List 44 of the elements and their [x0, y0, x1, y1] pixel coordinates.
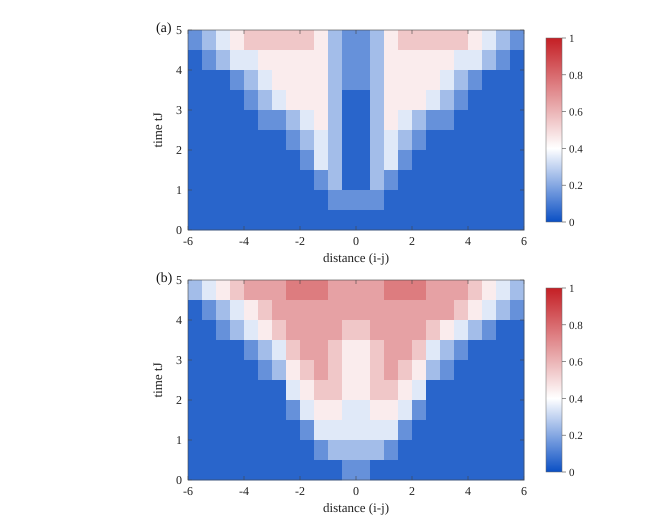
- x-tick-label: 4: [465, 234, 471, 248]
- y-tick-label: 4: [176, 313, 182, 327]
- color-bar-label: 0.2: [569, 430, 583, 442]
- x-tick-label: 2: [409, 484, 415, 498]
- y-tick-label: 5: [176, 273, 182, 287]
- color-bar-label: 0.2: [569, 180, 583, 192]
- x-tick-label: -2: [295, 234, 305, 248]
- color-bar-label: 1: [569, 33, 574, 45]
- y-axis-title: time tJ: [150, 362, 165, 398]
- y-tick-label: 4: [176, 63, 182, 77]
- color-bar-label: 1: [569, 283, 574, 295]
- y-tick-label: 3: [176, 103, 182, 117]
- x-tick-label: 0: [353, 234, 359, 248]
- chart-title: (b): [156, 271, 173, 286]
- x-tick-label: 6: [521, 484, 527, 498]
- y-tick-label: 1: [176, 433, 182, 447]
- color-bar-label: 0.4: [569, 393, 584, 406]
- y-tick-label: 2: [176, 143, 182, 157]
- x-tick-label: -6: [183, 484, 193, 498]
- color-bar-label: 0.6: [569, 106, 584, 119]
- x-tick-label: 0: [353, 484, 359, 498]
- y-axis-title: time tJ: [150, 112, 165, 148]
- chart-title: (a): [156, 21, 172, 36]
- x-tick-label: 2: [409, 234, 415, 248]
- color-bar-label: 0: [569, 217, 575, 229]
- y-tick-label: 0: [176, 223, 182, 237]
- x-tick-label: -2: [295, 484, 305, 498]
- x-tick-label: 6: [521, 234, 527, 248]
- color-bar-label: 0.8: [569, 320, 584, 332]
- color-bar-label: 0.8: [569, 70, 584, 82]
- x-axis-title: distance (i-j): [322, 500, 390, 515]
- x-axis-title: distance (i-j): [322, 250, 390, 265]
- color-bar-label: 0.4: [569, 143, 584, 156]
- color-bar-label: 0: [569, 467, 575, 479]
- x-tick-label: -4: [239, 484, 249, 498]
- color-bar-label: 0.6: [569, 356, 584, 369]
- y-tick-label: 0: [176, 473, 182, 487]
- y-tick-label: 1: [176, 183, 182, 197]
- x-tick-label: -4: [239, 234, 249, 248]
- y-tick-label: 3: [176, 353, 182, 367]
- y-tick-label: 2: [176, 393, 182, 407]
- x-tick-label: -6: [183, 234, 193, 248]
- x-tick-label: 4: [465, 484, 471, 498]
- y-tick-label: 5: [176, 23, 182, 37]
